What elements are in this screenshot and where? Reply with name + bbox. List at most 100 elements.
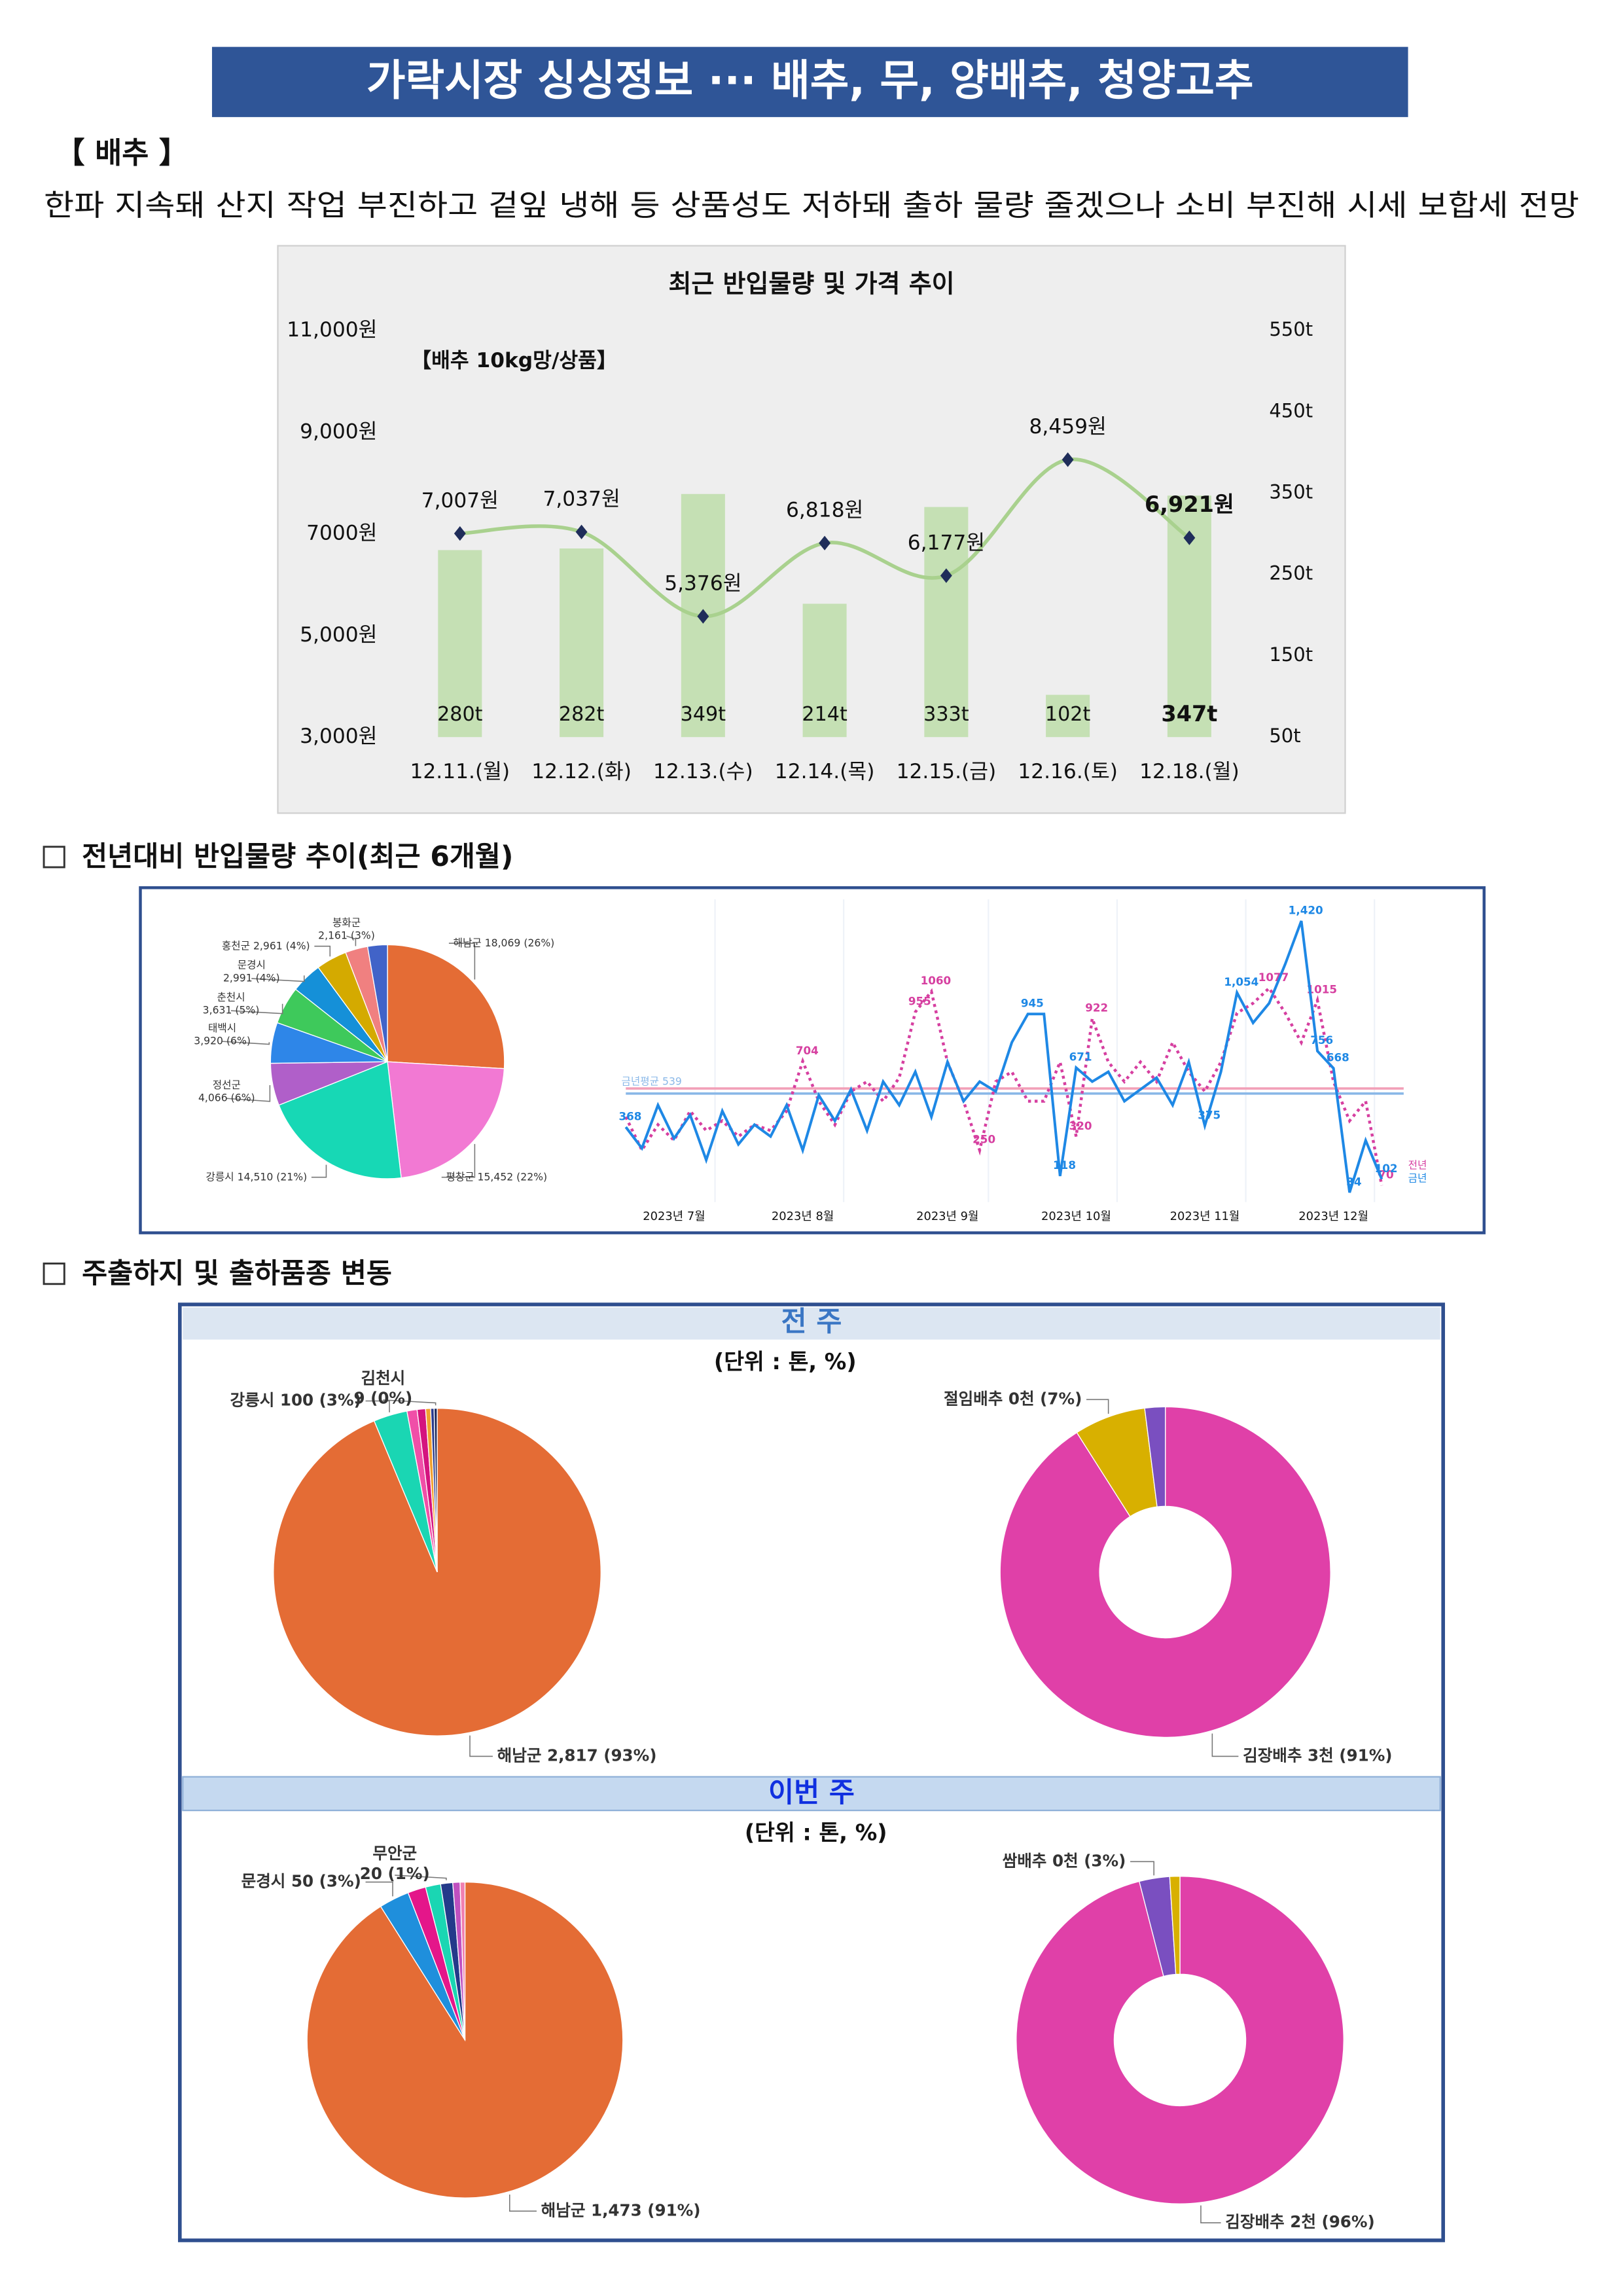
point-label: 250 <box>972 1133 995 1146</box>
slice-name: 해남군 <box>541 2200 591 2219</box>
slice-value: 50 (3%) <box>291 1872 361 1891</box>
slice <box>387 1061 505 1179</box>
point-label: 118 <box>1053 1158 1076 1172</box>
point-label: 1015 <box>1306 983 1337 996</box>
bar <box>1046 694 1090 738</box>
leader-line <box>222 1041 270 1045</box>
slice-name: 홍천군 <box>222 939 253 952</box>
point-label: 7,037원 <box>543 488 620 511</box>
leader-line <box>226 1085 271 1102</box>
x-tick-label: 2023년 9월 <box>916 1210 978 1223</box>
y-tick-label: 5,000원 <box>300 623 377 647</box>
x-tick-label: 12.12.(화) <box>531 760 632 783</box>
slice-value: 15,452 (22%) <box>478 1170 548 1183</box>
x-tick-label: 2023년 8월 <box>772 1210 834 1223</box>
y2-tick-label: 250t <box>1269 562 1313 584</box>
bar-label: 280t <box>437 703 483 726</box>
marker <box>697 609 709 624</box>
panel-title: 전 주 <box>781 1306 842 1338</box>
slice-label: 해남군 2,817 (93%) <box>497 1746 657 1765</box>
point-label: 6,818원 <box>786 499 863 522</box>
bar-label: 282t <box>559 703 605 726</box>
slice-label: 문경시 50 (3%) <box>241 1872 361 1891</box>
point-label: 7,007원 <box>421 489 499 512</box>
slice-value: 0천 (7%) <box>1008 1389 1082 1408</box>
legend-label: 전년 <box>1408 1158 1427 1171</box>
y-tick-label: 9,000원 <box>300 420 377 443</box>
slice-label: 봉화군 2,161 (3%) <box>318 916 375 941</box>
bar <box>802 603 847 738</box>
slice-name: 쌈배추 <box>1003 1851 1052 1870</box>
panel-unit: (단위 : 톤, %) <box>714 1349 857 1374</box>
point-label: 922 <box>1085 1001 1108 1014</box>
slice-value: 2,817 (93%) <box>547 1746 657 1765</box>
slice <box>278 1061 402 1179</box>
point-label: 756 <box>1310 1033 1333 1047</box>
slice-value: 2,161 (3%) <box>318 929 375 941</box>
slice-label: 절임배추 0천 (7%) <box>944 1389 1082 1408</box>
y2-tick-label: 550t <box>1269 318 1313 340</box>
slice-value: 14,510 (21%) <box>238 1170 308 1183</box>
point-label: 1077 <box>1258 971 1289 984</box>
y-tick-label: 11,000원 <box>287 318 377 342</box>
leader-line <box>1200 2205 1221 2223</box>
panel-band <box>183 1307 1440 1340</box>
slice-name: 김장배추 <box>1225 2212 1290 2231</box>
leader-line <box>395 1874 447 1880</box>
slice-label: 김장배추 2천 (96%) <box>1225 2212 1374 2231</box>
point-label: 368 <box>618 1109 641 1122</box>
point-label: 955 <box>908 995 931 1008</box>
slice-name: 해남군 <box>497 1746 547 1765</box>
leader-line <box>1086 1399 1109 1414</box>
slice-label: 정선군 4,066 (6%) <box>198 1078 255 1103</box>
chart-subtitle: 【배추 10kg망/상품】 <box>411 349 617 372</box>
point-label: 5,376원 <box>664 572 741 596</box>
slice-label: 태백시 3,920 (6%) <box>194 1021 251 1047</box>
slice-value: 2천 (96%) <box>1290 2212 1374 2231</box>
slice-value: 9 (0%) <box>353 1389 412 1408</box>
leader-line <box>383 1399 437 1406</box>
legend-label: 금년 <box>1408 1172 1427 1184</box>
slice <box>1169 1875 1181 1975</box>
point-label: 102 <box>1375 1162 1398 1175</box>
point-label: 1,054 <box>1224 975 1258 988</box>
y2-tick-label: 150t <box>1269 643 1313 666</box>
slice <box>1144 1406 1166 1507</box>
title-banner <box>211 46 1408 117</box>
slice-label: 평창군 15,452 (22%) <box>446 1170 547 1183</box>
x-tick-label: 12.15.(금) <box>897 760 997 783</box>
slice-name: 문경시 <box>238 958 266 971</box>
panel-unit: (단위 : 톤, %) <box>745 1820 887 1845</box>
leader-line <box>230 1003 283 1014</box>
section-title: 【 배추 】 <box>56 136 188 170</box>
slice-label: 해남군 1,473 (91%) <box>541 2200 701 2219</box>
x-tick-label: 12.14.(목) <box>775 760 875 783</box>
slice-label: 무안군 20 (1%) <box>360 1844 430 1883</box>
bar-label: 349t <box>681 703 726 726</box>
y2-tick-label: 50t <box>1269 725 1300 747</box>
bar <box>924 507 969 738</box>
slice-name: 강릉시 <box>206 1170 238 1183</box>
series-line <box>624 920 1383 1193</box>
leader-line <box>469 1735 493 1757</box>
x-tick-label: 12.18.(월) <box>1139 760 1240 783</box>
bar-label: 102t <box>1045 703 1091 726</box>
point-label: 945 <box>1021 997 1044 1010</box>
slice <box>433 1408 438 1572</box>
leader-line <box>1211 1733 1239 1757</box>
slice-name: 평창군 <box>446 1170 477 1183</box>
x-tick-label: 2023년 10월 <box>1041 1210 1111 1223</box>
checkbox <box>43 1263 65 1285</box>
x-tick-label: 12.13.(수) <box>653 760 753 783</box>
bar-label: 347t <box>1161 701 1217 726</box>
leader-line <box>311 1164 327 1178</box>
bar <box>438 550 482 738</box>
leader-line <box>365 1400 390 1412</box>
chart-title: 최근 반입물량 및 가격 추이 <box>668 269 954 298</box>
slice-label: 김장배추 3천 (91%) <box>1243 1746 1392 1765</box>
leader-line <box>346 935 357 946</box>
slice-name: 정선군 <box>213 1078 241 1090</box>
checkbox <box>43 846 65 869</box>
reference-label: 금년평균 539 <box>622 1075 682 1087</box>
slice-value: 3,920 (6%) <box>194 1034 251 1047</box>
